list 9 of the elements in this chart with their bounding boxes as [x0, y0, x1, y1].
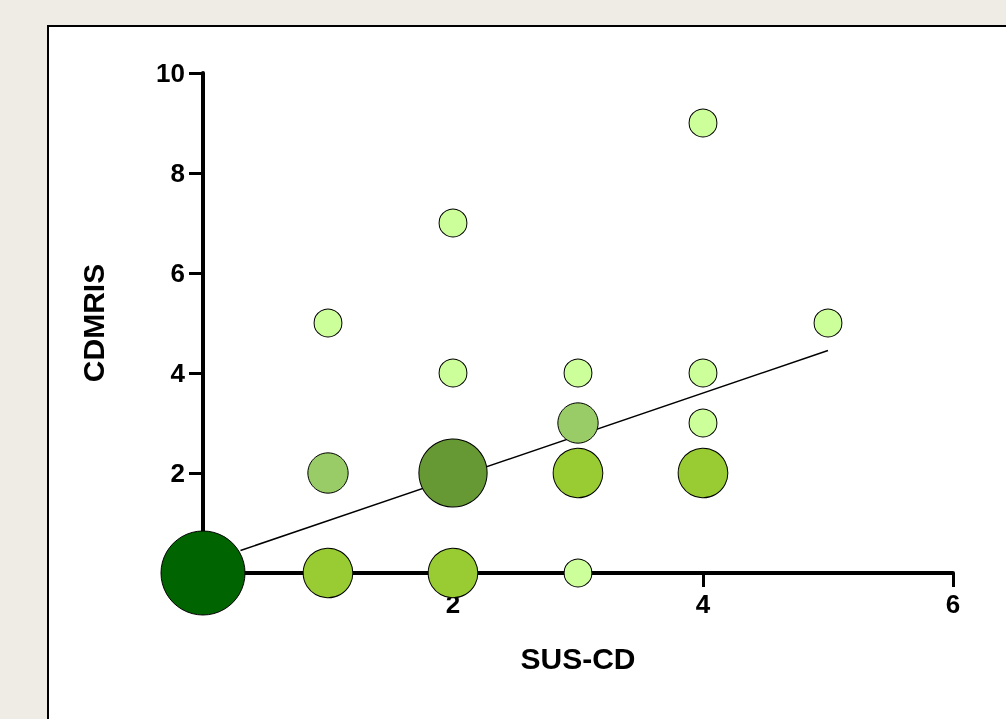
y-tick-label: 4 — [170, 358, 186, 388]
y-tick-label: 10 — [156, 58, 185, 88]
y-tick-label: 8 — [170, 158, 185, 188]
x-tick-label: 4 — [695, 589, 711, 619]
y-tick-label: 6 — [170, 258, 185, 288]
x-tick-label: 6 — [945, 589, 961, 619]
x-axis-title: SUS-CD — [520, 641, 636, 675]
y-tick-label: 2 — [170, 458, 185, 488]
y-axis-title: CDMRIS — [76, 263, 110, 383]
